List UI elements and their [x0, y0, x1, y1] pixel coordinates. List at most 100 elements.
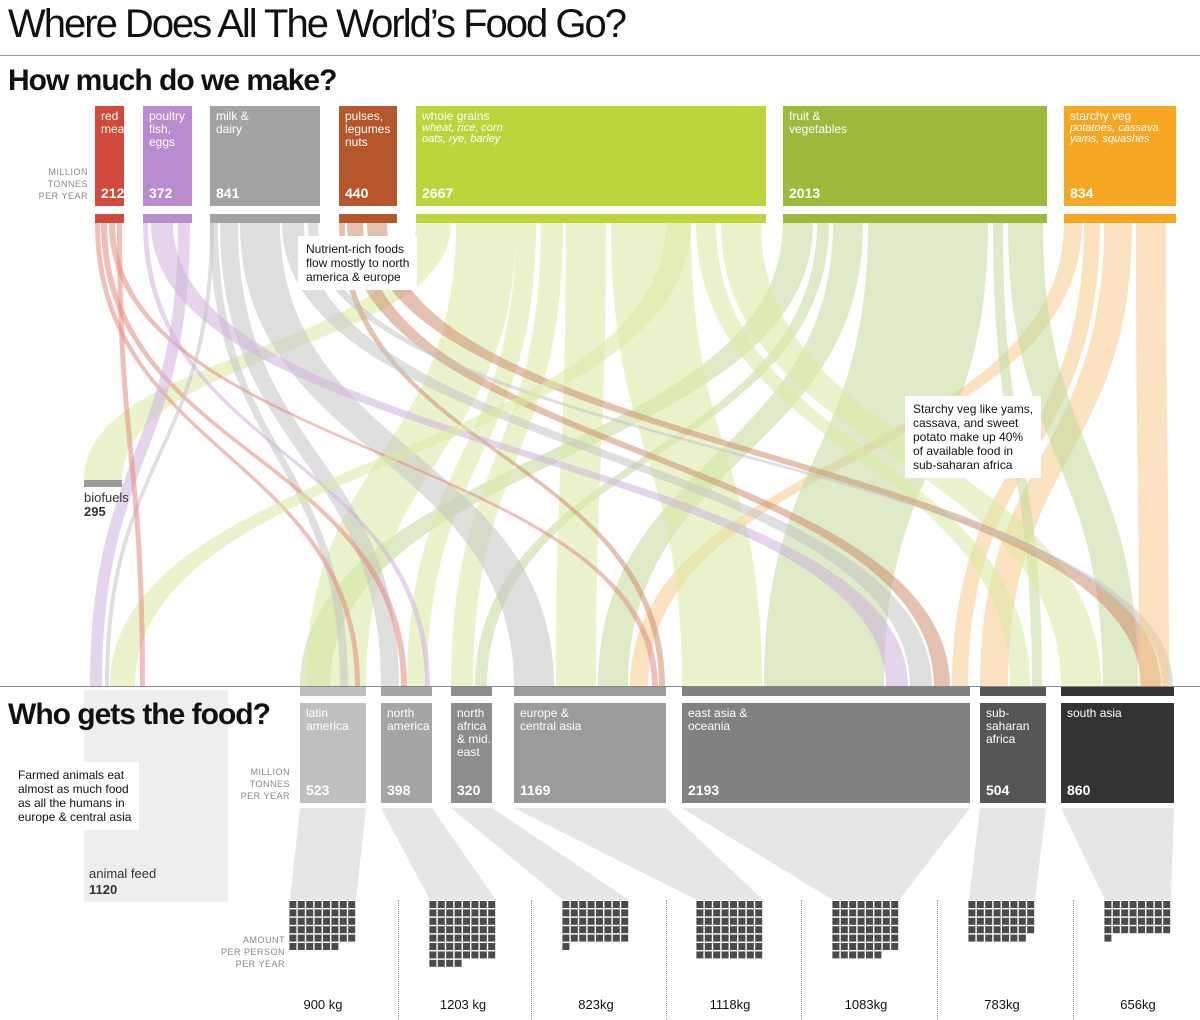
square [1010, 934, 1018, 942]
square [446, 901, 454, 908]
square [612, 909, 620, 917]
square [866, 926, 873, 934]
square [832, 934, 840, 942]
square [1104, 909, 1112, 917]
square [1027, 901, 1035, 908]
square [1018, 934, 1026, 942]
square [331, 901, 339, 908]
square [604, 926, 612, 934]
flow-ribbon-grains [696, 223, 1030, 687]
square [704, 943, 712, 950]
square [488, 951, 496, 959]
square [704, 926, 712, 934]
flow-ribbon-grains [110, 223, 691, 686]
square [1104, 917, 1112, 925]
square [429, 943, 437, 950]
value: 212 [101, 185, 125, 201]
square [746, 917, 754, 925]
square [755, 917, 763, 925]
square [857, 943, 865, 950]
square [429, 959, 437, 967]
page-title: Where Does All The World’s Food Go? [8, 2, 627, 46]
square [985, 901, 993, 908]
square [696, 909, 704, 917]
square [738, 909, 746, 917]
square [289, 917, 297, 925]
callout-nutrient-rich: Nutrient-rich foods flow mostly to north a… [298, 236, 418, 290]
square [348, 901, 356, 908]
column-separator [937, 900, 938, 1020]
square [1154, 917, 1162, 925]
kg-north-america: 1203 kg [439, 997, 487, 1012]
square [696, 901, 704, 908]
square [1121, 909, 1129, 917]
square [755, 943, 763, 950]
source-strip-poultry [143, 214, 192, 223]
square [738, 926, 746, 934]
square [348, 934, 356, 942]
square [857, 909, 865, 917]
square [612, 901, 620, 908]
square [1112, 917, 1120, 925]
flow-ribbon-fruit [598, 223, 863, 687]
section-production-heading: How much do we make? [8, 64, 337, 97]
square [587, 909, 595, 917]
region-east-asia-oceania: east asia & oceania 2193 [682, 703, 970, 803]
region-south-asia: south asia 860 [1061, 703, 1174, 803]
value: 504 [986, 782, 1010, 798]
square [348, 926, 356, 934]
square [721, 901, 729, 908]
square [976, 917, 984, 925]
square [471, 917, 479, 925]
square [755, 901, 763, 908]
square [454, 959, 462, 967]
square [976, 909, 984, 917]
square [857, 917, 865, 925]
per-person-units: AMOUNT PER PERSON PER YEAR [220, 935, 285, 969]
square [849, 901, 857, 908]
square [297, 926, 305, 934]
square [696, 934, 704, 942]
callout-starchy-veg: Starchy veg like yams, cassava, and sweet… [905, 396, 1042, 478]
flow-ribbon-pulses [339, 223, 665, 687]
square [1138, 901, 1145, 908]
square [755, 951, 763, 959]
square [289, 901, 297, 908]
square [463, 943, 470, 950]
value: 398 [387, 782, 411, 798]
square [471, 943, 479, 950]
source-milk-dairy: milk & dairy 841 [210, 106, 320, 206]
square [1027, 926, 1035, 934]
square [297, 917, 305, 925]
square [604, 934, 612, 942]
source-fruit-vegetables: fruit & vegetables 2013 [783, 106, 1047, 206]
square [463, 901, 470, 908]
square [297, 943, 305, 950]
square [437, 901, 445, 908]
square [1018, 926, 1026, 934]
square [463, 951, 470, 959]
square [471, 901, 479, 908]
square [306, 934, 314, 942]
square [857, 951, 865, 959]
square [479, 951, 487, 959]
square [832, 909, 840, 917]
square [840, 926, 848, 934]
funnel-4 [682, 808, 970, 900]
square [1010, 926, 1018, 934]
square [604, 901, 612, 908]
square [612, 926, 620, 934]
square [488, 917, 496, 925]
square [874, 934, 882, 942]
square [968, 917, 976, 925]
column-separator [666, 900, 667, 1020]
square [891, 926, 899, 934]
square [348, 917, 356, 925]
square [746, 943, 754, 950]
square [1018, 917, 1026, 925]
square [570, 926, 578, 934]
region-strip [682, 687, 970, 696]
square [874, 901, 882, 908]
square [738, 901, 746, 908]
